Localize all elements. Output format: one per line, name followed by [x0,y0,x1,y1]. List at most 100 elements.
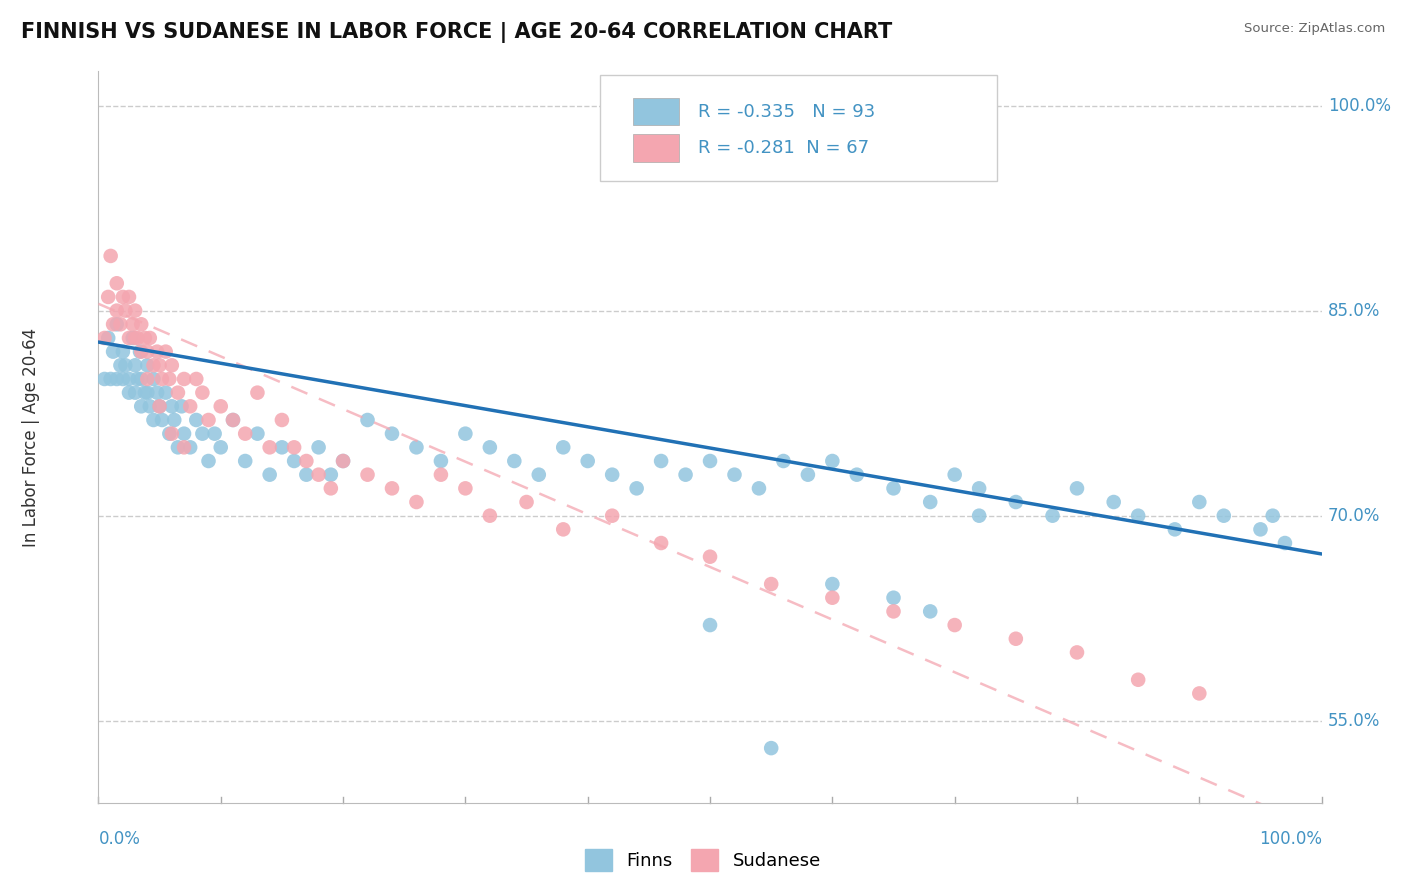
Point [1128,673,1150,687]
Point [295,467,318,482]
Point [111,372,134,386]
Point [845,467,868,482]
Point [110,359,132,373]
Point [723,467,745,482]
Point [503,454,526,468]
Point [101,344,124,359]
Point [761,577,783,591]
Point [1188,495,1211,509]
Point [111,344,134,359]
Text: 0.0%: 0.0% [98,830,141,848]
Point [883,481,905,495]
Point [233,426,256,441]
Point [160,359,183,373]
Point [146,385,169,400]
Point [222,413,245,427]
Point [149,400,172,414]
Point [381,481,404,495]
Point [114,303,136,318]
Text: In Labor Force | Age 20-64: In Labor Force | Age 20-64 [22,327,41,547]
Point [1004,495,1026,509]
Point [127,331,149,345]
Point [1042,508,1064,523]
Point [197,454,219,468]
Point [1261,508,1284,523]
Text: R = -0.335   N = 93: R = -0.335 N = 93 [697,103,875,120]
Point [124,303,146,318]
Point [600,508,623,523]
Point [173,426,195,441]
Point [270,440,294,454]
Point [134,331,156,345]
Point [129,344,152,359]
Text: 100.0%: 100.0% [1327,96,1391,114]
Point [121,331,143,345]
Point [191,385,214,400]
Point [118,331,141,345]
Point [515,495,537,509]
Point [772,454,794,468]
Point [209,440,232,454]
Point [454,481,477,495]
Point [170,400,193,414]
Point [121,318,143,332]
Point [821,591,844,605]
Point [101,318,124,332]
Point [454,426,477,441]
Point [105,303,128,318]
Point [761,741,783,756]
Point [127,372,149,386]
Text: Source: ZipAtlas.com: Source: ZipAtlas.com [1244,22,1385,36]
Point [136,359,159,373]
Point [308,467,330,482]
Point [118,372,141,386]
Point [233,454,256,468]
Point [136,385,159,400]
Point [883,604,905,618]
Point [1249,522,1271,536]
Point [920,604,942,618]
Point [163,413,186,427]
Text: 100.0%: 100.0% [1258,830,1322,848]
Point [142,413,165,427]
Point [124,331,146,345]
Point [129,372,152,386]
Point [93,372,115,386]
Point [167,385,190,400]
Point [1188,686,1211,700]
Point [356,413,378,427]
Point [650,454,672,468]
Point [797,467,820,482]
Point [179,440,201,454]
Point [405,495,427,509]
Point [1102,495,1125,509]
Point [105,277,128,291]
Point [626,481,648,495]
Point [111,290,134,304]
Point [430,467,453,482]
Point [699,454,721,468]
Point [160,426,183,441]
Point [943,467,966,482]
Text: 85.0%: 85.0% [1327,301,1381,319]
Point [576,454,599,468]
Point [129,400,152,414]
Point [173,440,195,454]
Point [405,440,427,454]
Point [699,618,721,632]
Point [100,249,122,263]
Point [142,372,165,386]
Point [197,413,219,427]
Point [146,344,169,359]
Point [186,372,208,386]
Point [967,481,990,495]
Point [319,481,342,495]
Point [129,344,152,359]
Point [527,467,550,482]
Point [1212,508,1234,523]
Point [129,318,152,332]
Point [748,481,770,495]
Point [124,359,146,373]
Point [246,385,269,400]
Point [173,372,195,386]
